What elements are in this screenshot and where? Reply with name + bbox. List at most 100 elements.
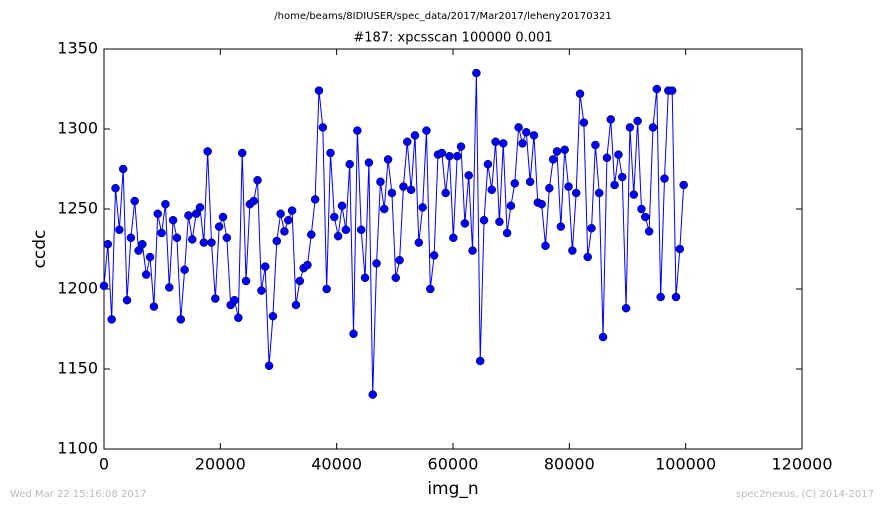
data-point: [472, 68, 481, 78]
x-tick-label: 100000: [655, 455, 716, 474]
data-point: [529, 131, 539, 140]
plot-frame: [103, 48, 803, 450]
data-point: [648, 123, 658, 132]
data-point: [418, 203, 427, 212]
data-point: [445, 151, 454, 161]
data-line: [103, 72, 685, 395]
data-point: [441, 188, 450, 198]
data-point: [222, 233, 232, 243]
data-point: [115, 225, 124, 235]
data-point: [560, 145, 569, 155]
x-tick-label: 20000: [195, 455, 246, 474]
data-point: [594, 188, 604, 198]
data-point: [522, 127, 531, 137]
data-point: [234, 313, 243, 323]
data-point: [333, 231, 343, 241]
data-point: [625, 123, 635, 132]
footer-date: Wed Mar 22 15:16:08 2017: [10, 489, 146, 500]
data-point: [556, 222, 566, 231]
data-point: [499, 139, 508, 148]
data-point: [491, 137, 500, 147]
data-point: [310, 195, 320, 204]
data-point: [568, 246, 577, 255]
data-point: [326, 148, 335, 158]
y-axis-label: ccdc: [30, 230, 50, 269]
data-point: [341, 225, 351, 235]
data-point: [379, 204, 389, 214]
data-point: [134, 246, 143, 255]
data-point: [356, 225, 366, 235]
data-point: [610, 180, 619, 190]
data-point: [426, 284, 435, 294]
data-point: [587, 223, 596, 233]
data-point: [253, 175, 262, 185]
data-point: [360, 273, 370, 283]
data-point: [406, 185, 416, 195]
data-point: [410, 131, 420, 140]
data-point: [579, 118, 589, 127]
data-point: [237, 148, 247, 158]
data-point: [475, 356, 485, 366]
data-point: [276, 209, 285, 219]
data-point: [414, 238, 424, 247]
data-point: [195, 203, 205, 212]
data-point: [218, 212, 228, 222]
data-point: [295, 276, 305, 286]
x-axis-label: img_n: [427, 479, 478, 499]
data-point: [126, 233, 136, 243]
data-point: [452, 151, 462, 161]
data-point: [403, 137, 412, 147]
data-point: [518, 139, 527, 148]
data-point: [545, 183, 554, 193]
data-point: [287, 206, 297, 215]
data-point: [99, 281, 109, 291]
data-point: [456, 142, 466, 151]
data-point: [330, 212, 339, 222]
data-point: [122, 295, 132, 305]
data-point: [264, 361, 274, 371]
data-point: [641, 212, 650, 222]
data-point: [464, 171, 473, 180]
data-point: [230, 295, 239, 305]
data-point: [449, 233, 458, 243]
data-point: [383, 155, 393, 164]
data-point: [606, 115, 615, 124]
data-point: [322, 284, 331, 294]
data-point: [199, 238, 209, 247]
chart-title: /home/beams/8IDIUSER/spec_data/2017/Mar2…: [274, 11, 611, 22]
data-point: [395, 255, 404, 265]
data-point: [429, 251, 439, 260]
data-point: [349, 329, 358, 339]
data-point: [172, 233, 182, 243]
y-tick-label: 1200: [57, 279, 98, 298]
data-point: [241, 276, 251, 286]
data-point: [633, 116, 642, 126]
data-point: [291, 300, 301, 310]
data-point: [656, 292, 665, 302]
y-tick-label: 1250: [57, 199, 98, 218]
data-point: [671, 292, 681, 302]
data-point: [652, 84, 662, 94]
data-point: [422, 126, 431, 135]
data-point: [548, 155, 558, 164]
data-point: [372, 259, 381, 268]
data-point: [376, 177, 385, 187]
data-point: [502, 228, 512, 238]
data-point: [541, 241, 550, 251]
data-point: [514, 123, 523, 132]
data-point: [280, 227, 289, 236]
data-point: [399, 182, 408, 191]
data-point: [602, 153, 612, 163]
data-point: [667, 86, 677, 95]
data-point: [629, 190, 639, 199]
x-tick-label: 40000: [311, 455, 362, 474]
data-point: [203, 147, 212, 156]
data-point: [598, 332, 608, 342]
data-point: [552, 147, 562, 156]
data-point: [284, 215, 293, 225]
x-tick-label: 80000: [544, 455, 595, 474]
data-point: [207, 238, 216, 247]
data-point: [130, 196, 139, 206]
